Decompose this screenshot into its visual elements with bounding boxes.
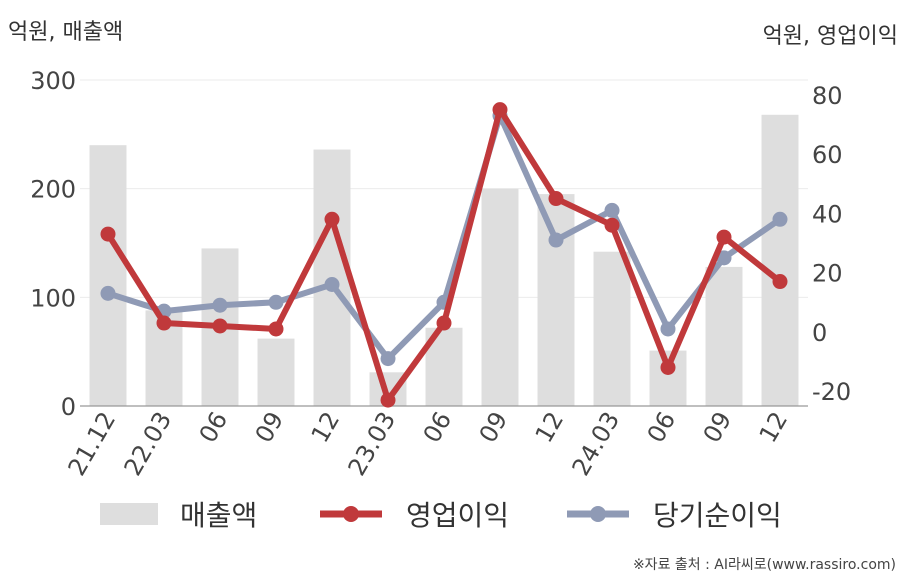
point-operating-profit xyxy=(268,321,284,337)
right-tick-label: 0 xyxy=(812,319,827,347)
point-operating-profit xyxy=(100,226,116,242)
point-net-income xyxy=(604,202,620,218)
point-operating-profit xyxy=(492,102,508,118)
right-tick-label: -20 xyxy=(812,378,851,406)
source-note: ※자료 출처 : AI라씨로(www.rassiro.com) xyxy=(632,557,896,573)
left-tick-label: 200 xyxy=(30,176,76,204)
category-label: 06 xyxy=(642,407,682,447)
point-net-income xyxy=(100,285,116,301)
left-axis-unit-label: 억원, 매출액 xyxy=(8,20,124,45)
category-label: 09 xyxy=(250,407,290,447)
category-label: 24.03 xyxy=(567,407,626,481)
point-net-income xyxy=(324,276,340,292)
legend-label-net-income: 당기순이익 xyxy=(653,499,782,532)
point-net-income xyxy=(772,211,788,227)
left-tick-label: 300 xyxy=(30,67,76,95)
point-operating-profit xyxy=(604,217,620,233)
point-net-income xyxy=(212,297,228,313)
category-label: 12 xyxy=(530,407,570,447)
legend-item-net-income: 당기순이익 xyxy=(565,492,782,536)
legend-label-sales: 매출액 xyxy=(180,499,258,532)
bar xyxy=(705,266,743,406)
bar xyxy=(257,338,295,406)
legend-swatch-line-red xyxy=(320,506,382,522)
bar xyxy=(649,350,687,406)
point-operating-profit xyxy=(212,318,228,334)
category-label: 09 xyxy=(474,407,514,447)
legend: 매출액 영업이익 당기순이익 xyxy=(100,492,800,536)
point-net-income xyxy=(660,321,676,337)
point-operating-profit xyxy=(772,274,788,290)
bar xyxy=(761,114,799,407)
bar xyxy=(593,251,631,406)
left-tick-label: 0 xyxy=(61,393,76,421)
legend-label-operating-profit: 영업이익 xyxy=(406,499,510,532)
point-operating-profit xyxy=(436,315,452,331)
category-label: 22.03 xyxy=(119,407,178,481)
point-operating-profit xyxy=(156,315,172,331)
point-operating-profit xyxy=(324,211,340,227)
legend-swatch-line-gray xyxy=(567,506,629,522)
category-label: 06 xyxy=(418,407,458,447)
right-tick-label: 80 xyxy=(812,82,843,110)
point-operating-profit xyxy=(716,229,732,245)
bar-series-sales xyxy=(89,114,799,407)
bar xyxy=(537,194,575,406)
left-tick-label: 100 xyxy=(30,284,76,312)
right-axis-unit-label: 억원, 영업이익 xyxy=(762,24,898,49)
legend-swatch-bar xyxy=(100,503,158,525)
legend-item-sales: 매출액 xyxy=(100,492,257,536)
right-tick-label: 20 xyxy=(812,260,843,288)
right-tick-label: 60 xyxy=(812,141,843,169)
bar xyxy=(89,145,127,406)
point-operating-profit xyxy=(660,359,676,375)
legend-item-operating-profit: 영업이익 xyxy=(318,492,509,536)
line-series xyxy=(100,102,788,408)
point-operating-profit xyxy=(548,191,564,207)
category-label: 12 xyxy=(754,407,794,447)
category-label: 12 xyxy=(306,407,346,447)
category-label: 23.03 xyxy=(343,407,402,481)
right-tick-label: 40 xyxy=(812,200,843,228)
category-label: 09 xyxy=(698,407,738,447)
point-net-income xyxy=(268,294,284,310)
point-operating-profit xyxy=(380,392,396,408)
point-net-income xyxy=(548,232,564,248)
category-label: 06 xyxy=(194,407,234,447)
point-net-income xyxy=(716,250,732,266)
bar xyxy=(481,188,519,406)
grid-lines xyxy=(80,79,808,298)
point-net-income xyxy=(380,351,396,367)
